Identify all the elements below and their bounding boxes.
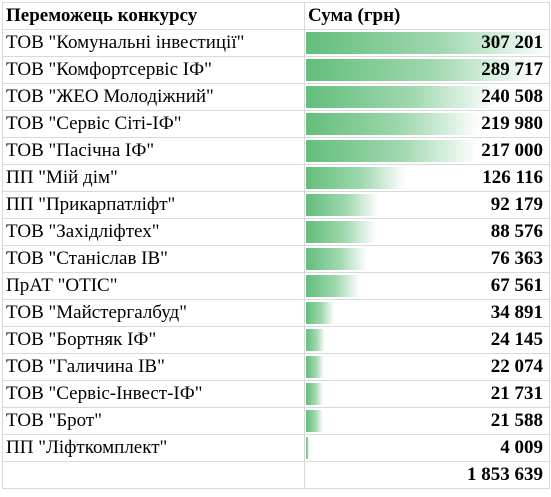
sum-cell[interactable]: 219 980 (304, 110, 550, 138)
sum-amount: 307 201 (481, 32, 543, 53)
sum-amount: 34 891 (490, 302, 543, 323)
sum-amount: 67 561 (490, 275, 543, 296)
sum-amount: 240 508 (481, 86, 543, 107)
winner-name-cell[interactable]: ТОВ "Галичина ІВ" (2, 353, 305, 381)
data-bar (306, 59, 536, 81)
sum-cell[interactable]: 21 588 (304, 407, 550, 435)
winner-name-cell[interactable]: ТОВ "Бортняк ІФ" (2, 326, 305, 354)
table-row: ТОВ "Станіслав ІВ" 76 363 (2, 245, 550, 273)
winner-name-cell[interactable]: ТОВ "Пасічна ІФ" (2, 137, 305, 165)
sum-cell[interactable]: 34 891 (304, 299, 550, 327)
winner-name-cell[interactable]: ТОВ "Комфортсервіс ІФ" (2, 56, 305, 84)
data-bar (306, 221, 376, 243)
sum-amount: 289 717 (481, 59, 543, 80)
table-row: ПП "Мій дім" 126 116 (2, 164, 550, 192)
data-bar (306, 140, 478, 162)
sum-amount: 21 588 (490, 410, 543, 431)
contest-winners-table: Переможець конкурсу Сума (грн) ТОВ "Кому… (2, 2, 550, 489)
sum-cell[interactable]: 240 508 (304, 83, 550, 111)
data-bar (306, 275, 360, 297)
sum-amount: 4 009 (500, 437, 543, 458)
winner-name-cell[interactable]: ПП "Ліфткомплект" (2, 434, 305, 462)
sum-column-header[interactable]: Сума (грн) (304, 2, 550, 30)
winner-name-cell[interactable]: ТОВ "Майстергалбуд" (2, 299, 305, 327)
sum-cell[interactable]: 24 145 (304, 326, 550, 354)
table-row: ТОВ "Комфортсервіс ІФ" 289 717 (2, 56, 550, 84)
sum-amount: 24 145 (490, 329, 543, 350)
table-row: ТОВ "Бортняк ІФ" 24 145 (2, 326, 550, 354)
sum-cell[interactable]: 92 179 (304, 191, 550, 219)
table-row: ПрАТ "ОТІС" 67 561 (2, 272, 550, 300)
sum-amount: 126 116 (482, 167, 543, 188)
winner-name-cell[interactable]: ТОВ "Брот" (2, 407, 305, 435)
table-row: ТОВ "Сервіс-Інвест-ІФ" 21 731 (2, 380, 550, 408)
data-bar (306, 86, 497, 108)
table-row: ТОВ "Західліфтех" 88 576 (2, 218, 550, 246)
winner-name-cell[interactable]: ПП "Мій дім" (2, 164, 305, 192)
sum-cell[interactable]: 67 561 (304, 272, 550, 300)
sum-cell[interactable]: 88 576 (304, 218, 550, 246)
sum-cell[interactable]: 21 731 (304, 380, 550, 408)
winner-name-cell[interactable]: ТОВ "Сервіс-Інвест-ІФ" (2, 380, 305, 408)
data-bar (306, 302, 334, 324)
table-body: ТОВ "Комунальні інвестиції" 307 201 ТОВ "К… (2, 29, 550, 462)
data-bar (306, 248, 367, 270)
data-bar (306, 113, 481, 135)
winner-name-cell[interactable]: ТОВ "ЖЕО Молодіжний" (2, 83, 305, 111)
table-row: ТОВ "Брот" 21 588 (2, 407, 550, 435)
winner-name-cell[interactable]: ТОВ "Сервіс Сіті-ІФ" (2, 110, 305, 138)
data-bar (306, 194, 379, 216)
winner-name-cell[interactable]: ПрАТ "ОТІС" (2, 272, 305, 300)
table-row: ТОВ "Майстергалбуд" 34 891 (2, 299, 550, 327)
table-row: ТОВ "Галичина ІВ" 22 074 (2, 353, 550, 381)
data-bar (306, 410, 323, 432)
data-bar (306, 356, 324, 378)
table-row: ТОВ "Сервіс Сіті-ІФ" 219 980 (2, 110, 550, 138)
sum-cell[interactable]: 217 000 (304, 137, 550, 165)
sum-amount: 21 731 (490, 383, 543, 404)
winner-name-cell[interactable]: ТОВ "Західліфтех" (2, 218, 305, 246)
header-row: Переможець конкурсу Сума (грн) (2, 2, 550, 30)
sum-cell[interactable]: 126 116 (304, 164, 550, 192)
winner-name-cell[interactable]: ТОВ "Станіслав ІВ" (2, 245, 305, 273)
sum-amount: 76 363 (490, 248, 543, 269)
total-label-cell[interactable] (2, 461, 305, 489)
sum-amount: 92 179 (490, 194, 543, 215)
sum-amount: 217 000 (481, 140, 543, 161)
data-bar (306, 437, 309, 459)
data-bar (306, 167, 406, 189)
sum-cell[interactable]: 76 363 (304, 245, 550, 273)
table-row: ТОВ "Пасічна ІФ" 217 000 (2, 137, 550, 165)
table-row: ТОВ "ЖЕО Молодіжний" 240 508 (2, 83, 550, 111)
sum-cell[interactable]: 289 717 (304, 56, 550, 84)
total-amount: 1 853 639 (467, 464, 543, 485)
sum-amount: 88 576 (490, 221, 543, 242)
sum-cell[interactable]: 4 009 (304, 434, 550, 462)
total-sum-cell[interactable]: 1 853 639 (304, 461, 550, 489)
sum-cell[interactable]: 307 201 (304, 29, 550, 57)
sum-amount: 22 074 (490, 356, 543, 377)
data-bar (306, 383, 323, 405)
winner-column-header[interactable]: Переможець конкурсу (2, 2, 305, 30)
table-row: ПП "Прикарпатліфт" 92 179 (2, 191, 550, 219)
winner-name-cell[interactable]: ТОВ "Комунальні інвестиції" (2, 29, 305, 57)
table-row: ТОВ "Комунальні інвестиції" 307 201 (2, 29, 550, 57)
winner-name-cell[interactable]: ПП "Прикарпатліфт" (2, 191, 305, 219)
data-bar (306, 32, 549, 54)
data-bar (306, 329, 325, 351)
sum-amount: 219 980 (481, 113, 543, 134)
total-row: 1 853 639 (2, 461, 550, 489)
sum-cell[interactable]: 22 074 (304, 353, 550, 381)
table-row: ПП "Ліфткомплект" 4 009 (2, 434, 550, 462)
